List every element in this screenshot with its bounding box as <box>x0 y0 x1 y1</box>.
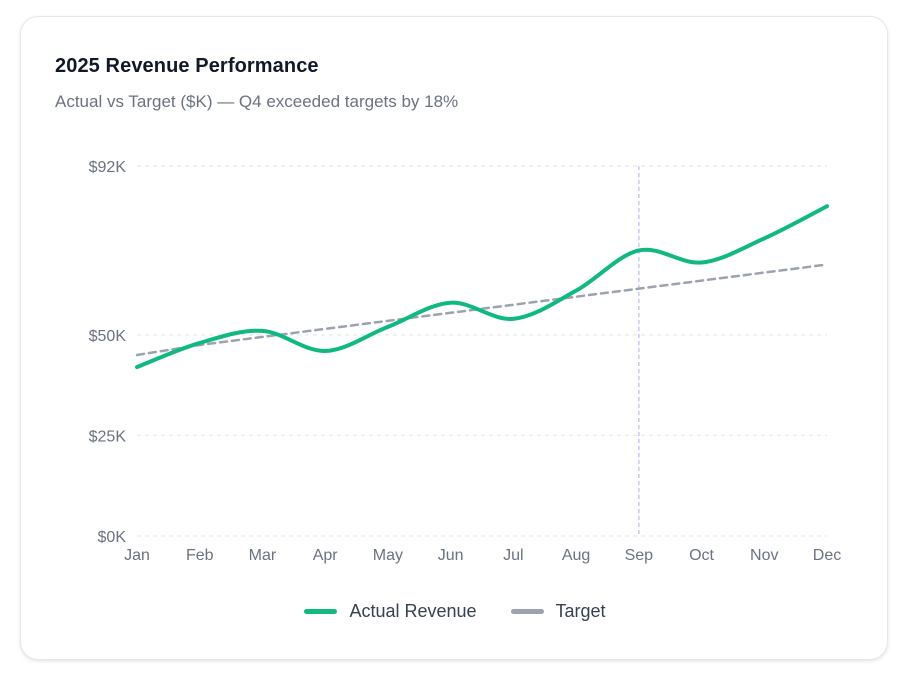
actual-revenue-line <box>135 204 829 370</box>
x-tick-label: May <box>373 547 403 564</box>
y-tick-label: $0K <box>98 529 127 546</box>
x-tick-label: Oct <box>689 547 714 564</box>
grid-layer <box>137 165 827 537</box>
y-axis-ticks: $0K $25K $50K $92K <box>89 159 127 546</box>
x-tick-label: Jun <box>438 547 464 564</box>
x-tick-label: Dec <box>813 547 841 564</box>
chart-card: 2025 Revenue Performance Actual vs Targe… <box>20 16 888 660</box>
x-tick-label: Mar <box>249 547 277 564</box>
legend-swatch-actual <box>304 609 338 614</box>
x-tick-label: Apr <box>313 547 339 564</box>
chart-title: 2025 Revenue Performance <box>55 55 319 77</box>
x-tick-label: Feb <box>186 547 214 564</box>
line-chart: $0K $25K $50K $92K Jan Feb Mar Apr May Jun Jul Aug… <box>89 159 842 564</box>
legend-item-actual[interactable]: Actual Revenue <box>304 601 477 622</box>
legend-swatch-target <box>510 609 544 614</box>
legend-label-target: Target <box>555 601 606 621</box>
y-tick-label: $25K <box>89 428 127 445</box>
y-tick-label: $50K <box>89 328 127 345</box>
x-tick-label: Jan <box>124 547 150 564</box>
y-tick-label: $92K <box>89 159 127 176</box>
series-layer <box>135 204 829 370</box>
chart-subtitle: Actual vs Target ($K) — Q4 exceeded targ… <box>55 92 459 111</box>
x-tick-label: Nov <box>750 547 778 564</box>
x-tick-label: Sep <box>625 547 654 564</box>
target-line <box>135 263 829 357</box>
legend-label-actual: Actual Revenue <box>349 601 477 621</box>
chart-legend: Actual Revenue Target <box>21 601 889 622</box>
legend-item-target[interactable]: Target <box>510 601 606 622</box>
x-tick-label: Jul <box>503 547 523 564</box>
x-tick-label: Aug <box>562 547 590 564</box>
x-axis-ticks: Jan Feb Mar Apr May Jun Jul Aug Sep Oct Nov Dec <box>124 547 841 564</box>
